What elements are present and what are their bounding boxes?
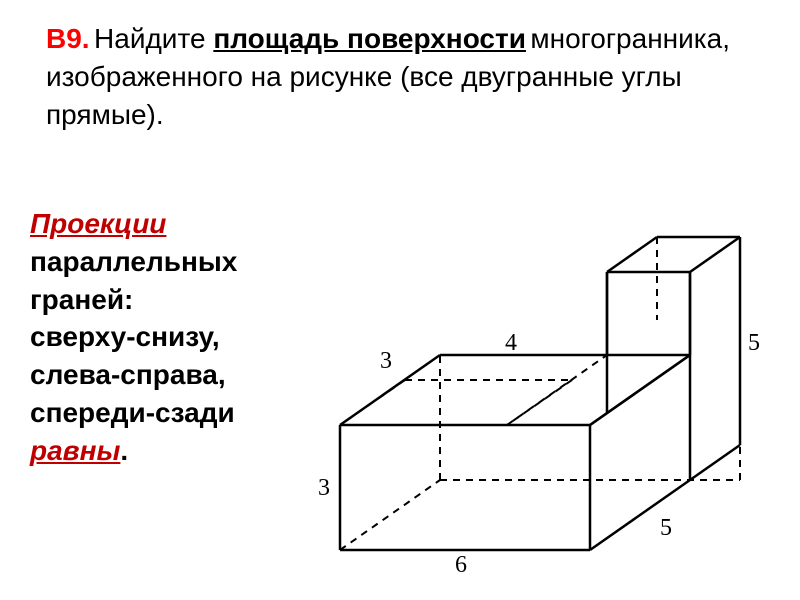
label-4-top: 4 [505, 330, 517, 357]
label-3-top: 3 [380, 348, 392, 375]
proj-line5: спереди-сзади [30, 397, 235, 428]
proj-line4: слева-справа, [30, 359, 226, 390]
proj-dot: . [120, 435, 128, 466]
problem-statement: В9. Найдите площадь поверхности многогра… [30, 20, 770, 133]
label-3-left: 3 [318, 475, 330, 502]
polyhedron-diagram: 3 4 5 3 6 5 [310, 180, 770, 580]
projection-note: Проекции параллельных граней: сверху-сни… [30, 205, 320, 470]
problem-underlined: площадь поверхности [213, 23, 526, 54]
projections-word: Проекции [30, 208, 166, 239]
proj-line2: граней: [30, 284, 133, 315]
label-5-right: 5 [748, 330, 760, 357]
polyhedron-svg [310, 180, 770, 580]
problem-text-before: Найдите [94, 23, 213, 54]
problem-label: В9. [46, 23, 90, 54]
proj-line1: параллельных [30, 246, 237, 277]
label-6-bottom: 6 [455, 552, 467, 579]
label-5-bottom: 5 [660, 515, 672, 542]
proj-equal: равны [30, 435, 120, 466]
proj-line3: сверху-снизу, [30, 321, 220, 352]
